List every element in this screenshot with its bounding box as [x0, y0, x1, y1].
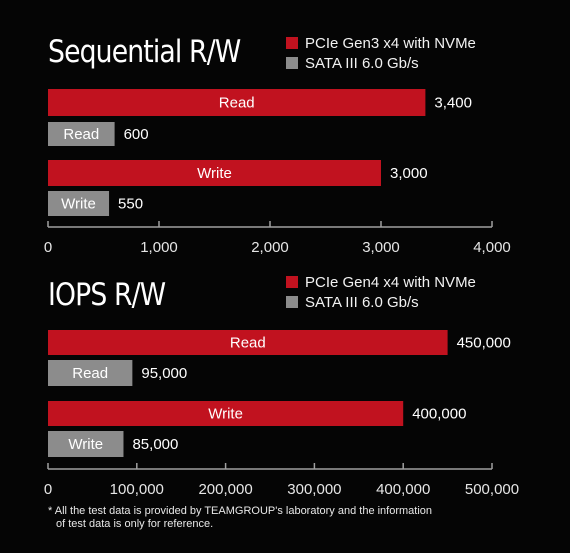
footnote-line: * All the test data is provided by TEAMG…	[48, 505, 433, 517]
bar-value-label: 450,000	[457, 335, 511, 352]
bar-value-label: 85,000	[132, 436, 178, 453]
legend-swatch-gray	[286, 57, 298, 69]
bar-category-label: Write	[68, 436, 103, 453]
x-tick-label: 0	[44, 239, 52, 256]
chart-legend: PCIe Gen4 x4 with NVMe SATA III 6.0 Gb/s	[286, 272, 476, 312]
bar-value-label: 3,400	[434, 95, 472, 112]
bar-secondary	[48, 431, 124, 457]
bar-primary	[48, 401, 404, 426]
x-tick-label: 0	[44, 481, 52, 498]
footnote-line: of test data is only for reference.	[56, 518, 214, 530]
chart-title: IOPS R/W	[48, 277, 166, 313]
x-tick-label: 200,000	[198, 481, 252, 498]
legend-swatch-red	[286, 276, 298, 288]
legend-item-series-1: PCIe Gen4 x4 with NVMe	[286, 272, 476, 292]
bar-chart-svg: 0 100,000 200,000 300,000 400,000 500,000 Read…	[44, 330, 519, 498]
legend-label: PCIe Gen4 x4 with NVMe	[305, 273, 476, 291]
bar-value-label: 600	[124, 126, 149, 143]
x-tick-label: 300,000	[287, 481, 341, 498]
x-tick-label: 3,000	[362, 239, 400, 256]
bar-category-label: Read	[230, 335, 266, 352]
bar-category-label: Read	[63, 126, 99, 143]
bar-chart-svg: 0 1,000 2,000 3,000 4,000 Read 3,400 Read 600 Wri…	[44, 89, 511, 256]
chart-legend: PCIe Gen3 x4 with NVMe SATA III 6.0 Gb/s	[286, 33, 476, 73]
bar-value-label: 400,000	[412, 406, 466, 423]
x-tick-label: 400,000	[376, 481, 430, 498]
bar-category-label: Read	[72, 365, 108, 382]
x-tick-label: 4,000	[473, 239, 511, 256]
sequential-chart: Sequential R/W PCIe Gen3 x4 with NVMe SA…	[0, 0, 570, 262]
legend-label: SATA III 6.0 Gb/s	[305, 54, 419, 72]
chart-title: Sequential R/W	[48, 34, 241, 70]
bar-category-label: Read	[219, 95, 255, 112]
bar-secondary	[48, 360, 133, 386]
iops-chart: IOPS R/W PCIe Gen4 x4 with NVMe SATA III…	[0, 262, 570, 502]
bar-primary	[48, 89, 426, 116]
bar-value-label: 550	[118, 196, 143, 213]
x-tick-label: 1,000	[140, 239, 178, 256]
bar-category-label: Write	[197, 165, 232, 182]
bar-category-label: Write	[208, 406, 243, 423]
bar-value-label: 95,000	[141, 365, 187, 382]
x-tick-label: 100,000	[110, 481, 164, 498]
bar-secondary	[48, 122, 115, 146]
legend-swatch-red	[286, 37, 298, 49]
legend-item-series-2: SATA III 6.0 Gb/s	[286, 53, 476, 73]
legend-label: PCIe Gen3 x4 with NVMe	[305, 34, 476, 52]
bar-secondary	[48, 191, 110, 216]
bar-category-label: Write	[61, 196, 96, 213]
legend-item-series-2: SATA III 6.0 Gb/s	[286, 292, 476, 312]
bar-value-label: 3,000	[390, 165, 428, 182]
bar-primary	[48, 330, 448, 355]
legend-item-series-1: PCIe Gen3 x4 with NVMe	[286, 33, 476, 53]
legend-swatch-gray	[286, 296, 298, 308]
x-tick-label: 2,000	[251, 239, 289, 256]
footnote: * All the test data is provided by TEAMG…	[48, 505, 518, 531]
x-tick-label: 500,000	[465, 481, 519, 498]
bar-primary	[48, 160, 381, 186]
legend-label: SATA III 6.0 Gb/s	[305, 293, 419, 311]
